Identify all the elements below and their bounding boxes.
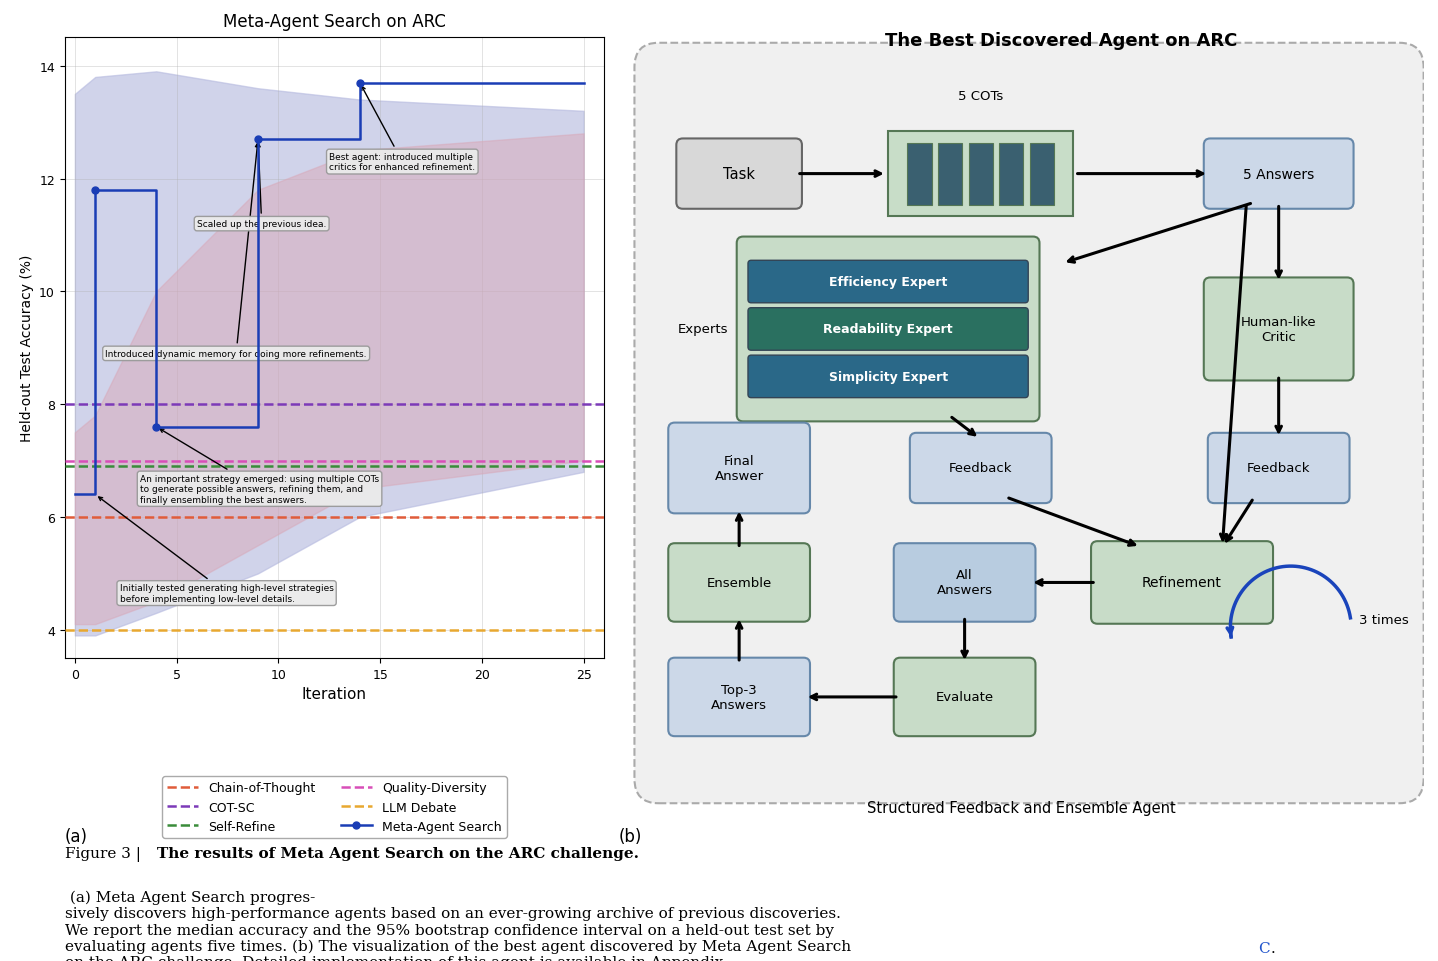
Text: Refinement: Refinement: [1142, 576, 1222, 590]
Text: All
Answers: All Answers: [936, 569, 992, 597]
Bar: [938, 143, 962, 206]
Legend: Chain-of-Thought, COT-SC, Self-Refine, Quality-Diversity, LLM Debate, Meta-Agent: Chain-of-Thought, COT-SC, Self-Refine, Q…: [162, 776, 506, 838]
FancyBboxPatch shape: [676, 139, 802, 209]
FancyBboxPatch shape: [748, 261, 1028, 304]
Text: Readability Expert: Readability Expert: [824, 323, 953, 336]
Text: The Best Discovered Agent on ARC: The Best Discovered Agent on ARC: [884, 32, 1238, 49]
FancyBboxPatch shape: [1204, 278, 1353, 382]
FancyBboxPatch shape: [910, 433, 1051, 504]
FancyBboxPatch shape: [669, 658, 810, 736]
Text: Simplicity Expert: Simplicity Expert: [828, 371, 948, 383]
FancyBboxPatch shape: [1204, 139, 1353, 209]
Text: Feedback: Feedback: [1247, 462, 1310, 475]
Text: (b): (b): [618, 826, 641, 845]
Bar: [999, 143, 1024, 206]
FancyBboxPatch shape: [894, 658, 1035, 736]
Text: Feedback: Feedback: [949, 462, 1012, 475]
FancyBboxPatch shape: [669, 544, 810, 622]
Text: Top-3
Answers: Top-3 Answers: [712, 683, 766, 711]
Text: Final
Answer: Final Answer: [715, 455, 764, 482]
Bar: [907, 143, 932, 206]
FancyBboxPatch shape: [748, 356, 1028, 398]
Text: Scaled up the previous idea.: Scaled up the previous idea.: [197, 144, 326, 229]
Text: Experts: Experts: [677, 323, 728, 336]
Text: Best agent: introduced multiple
critics for enhanced refinement.: Best agent: introduced multiple critics …: [329, 87, 476, 172]
Text: Structured Feedback and Ensemble Agent: Structured Feedback and Ensemble Agent: [867, 800, 1175, 815]
X-axis label: Iteration: Iteration: [302, 686, 367, 702]
Bar: [969, 143, 992, 206]
Text: C: C: [1258, 941, 1270, 955]
Bar: [1030, 143, 1054, 206]
FancyBboxPatch shape: [889, 132, 1073, 217]
FancyBboxPatch shape: [669, 423, 810, 514]
Text: 5 Answers: 5 Answers: [1242, 167, 1314, 182]
Y-axis label: Held-out Test Accuracy (%): Held-out Test Accuracy (%): [20, 255, 33, 442]
Text: Evaluate: Evaluate: [936, 691, 994, 703]
FancyBboxPatch shape: [1208, 433, 1349, 504]
Text: Initially tested generating high-level strategies
before implementing low-level : Initially tested generating high-level s…: [99, 498, 334, 604]
FancyBboxPatch shape: [894, 544, 1035, 622]
Text: 3 times: 3 times: [1359, 613, 1409, 627]
Text: An important strategy emerged: using multiple COTs
to generate possible answers,: An important strategy emerged: using mul…: [139, 430, 380, 505]
Text: Human-like
Critic: Human-like Critic: [1241, 315, 1316, 344]
Text: 5 COTs: 5 COTs: [958, 90, 1004, 104]
Text: (a): (a): [65, 826, 88, 845]
FancyBboxPatch shape: [748, 308, 1028, 351]
Text: Introduced dynamic memory for doing more refinements.: Introduced dynamic memory for doing more…: [105, 144, 367, 358]
Text: The results of Meta Agent Search on the ARC challenge.: The results of Meta Agent Search on the …: [157, 846, 638, 860]
Text: Efficiency Expert: Efficiency Expert: [828, 276, 948, 288]
Title: Meta-Agent Search on ARC: Meta-Agent Search on ARC: [223, 13, 446, 32]
FancyBboxPatch shape: [736, 237, 1040, 422]
FancyBboxPatch shape: [634, 44, 1424, 803]
Text: (a) Meta Agent Search progres-
sively discovers high-performance agents based on: (a) Meta Agent Search progres- sively di…: [65, 890, 851, 961]
Text: .: .: [1270, 941, 1276, 955]
Text: Figure 3 |: Figure 3 |: [65, 846, 145, 861]
FancyBboxPatch shape: [1091, 542, 1273, 624]
Text: Task: Task: [723, 167, 755, 182]
Text: Ensemble: Ensemble: [706, 577, 772, 589]
